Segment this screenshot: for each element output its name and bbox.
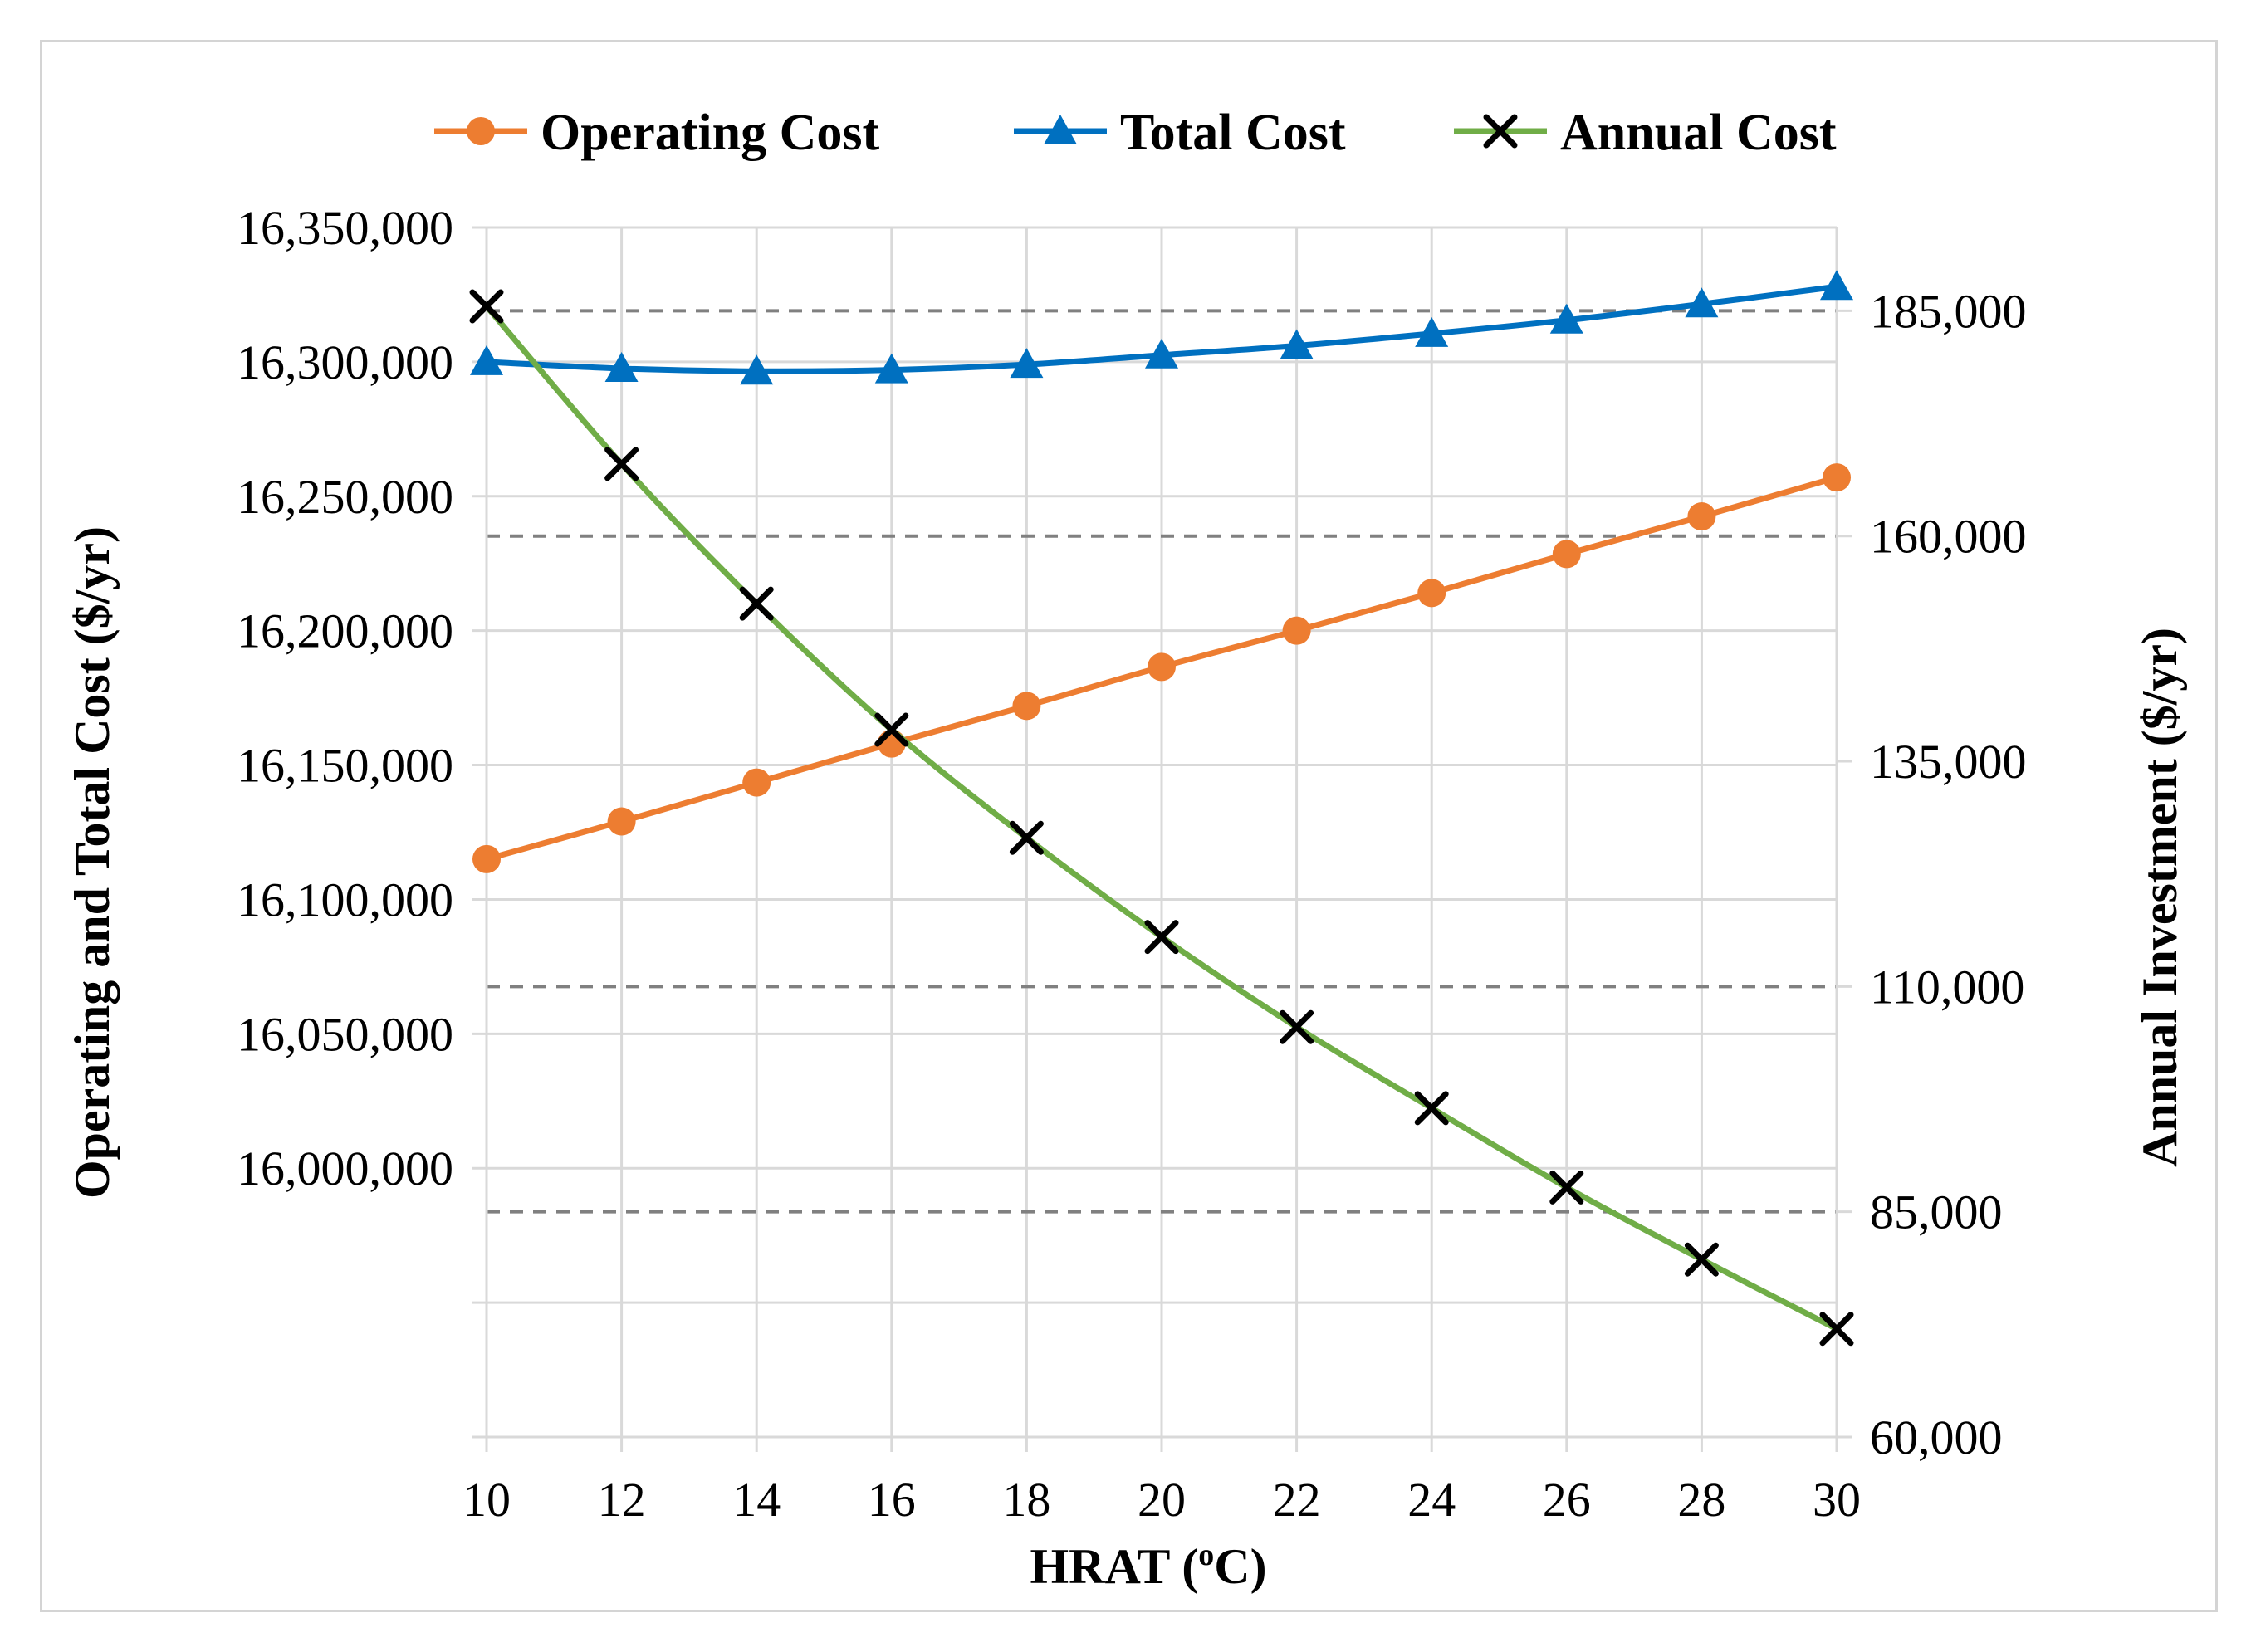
x-tick-label: 22	[1273, 1473, 1321, 1527]
y-left-tick-label: 16,100,000	[237, 872, 453, 926]
y-axis-right-title: Annual Investment ($/yr)	[2132, 628, 2187, 1167]
y-left-tick-label: 16,050,000	[237, 1007, 453, 1061]
y-left-tick-label: 16,150,000	[237, 739, 453, 793]
legend-item-operating-cost: Operating Cost	[434, 105, 880, 161]
annual-cost-point	[1009, 820, 1044, 855]
annual-cost-point	[1414, 1091, 1449, 1126]
annual-cost-point-stroke	[739, 586, 774, 621]
annual-cost-point-stroke	[1144, 920, 1179, 955]
operating-cost-point	[1012, 692, 1041, 721]
legend-marker-annual-cost	[1483, 114, 1518, 149]
total-cost-point	[1415, 316, 1449, 347]
annual-cost-line	[484, 304, 1838, 1332]
annual-cost-point-stroke	[1009, 820, 1044, 855]
annual-cost-point	[1549, 1170, 1584, 1205]
operating-cost-point	[607, 807, 636, 836]
y-axis-left-title: Operating and Total Cost ($/yr)	[65, 526, 120, 1199]
annual-cost-point-stroke	[874, 712, 909, 747]
annual-cost-point	[1684, 1242, 1719, 1277]
annual-cost-point-stroke	[469, 289, 504, 324]
operating-cost-point	[1823, 463, 1851, 492]
chart-frame: 10 12 14 16 18 20 22 24 26 28 30 16,000,000 16,050,0…	[40, 40, 2218, 1612]
annual-cost-point-stroke	[1684, 1242, 1719, 1277]
total-cost-point	[1685, 287, 1719, 318]
ticks-layer: 10 12 14 16 18 20 22 24 26 28 30 16,000,000 16,050,0…	[237, 201, 2027, 1527]
x-axis-title-sup: o	[1198, 1537, 1214, 1572]
annual-cost-point	[874, 712, 909, 747]
y-right-tick-label: 85,000	[1870, 1185, 2003, 1239]
legend-label-total-cost: Total Cost	[1120, 105, 1346, 161]
y-left-tick-label: 16,200,000	[237, 604, 453, 658]
annual-cost-point	[1144, 920, 1179, 955]
y-right-tick-label: 160,000	[1870, 510, 2027, 564]
legend-marker-annual-cost-stroke	[1483, 114, 1518, 149]
x-axis-title: HRAT (oC)	[1030, 1537, 1266, 1594]
annual-cost-point	[1819, 1312, 1854, 1347]
operating-cost-point	[1282, 616, 1311, 645]
axes-layer	[472, 226, 1852, 1452]
x-tick-label: 20	[1138, 1473, 1186, 1527]
total-cost-point	[1010, 348, 1044, 379]
x-tick-label: 30	[1813, 1473, 1861, 1527]
operating-cost-point	[1687, 502, 1716, 531]
legend-label-operating-cost: Operating Cost	[541, 105, 880, 161]
legend-item-annual-cost: Annual Cost	[1454, 105, 1837, 161]
x-tick-label: 18	[1002, 1473, 1050, 1527]
x-tick-label: 28	[1677, 1473, 1725, 1527]
legend-label-annual-cost: Annual Cost	[1560, 105, 1837, 161]
y-right-tick-label: 135,000	[1870, 735, 2027, 789]
legend-item-total-cost: Total Cost	[1014, 105, 1346, 161]
legend: Operating Cost Total Cost Annual Cost	[434, 105, 1837, 161]
annual-cost-point-stroke	[1549, 1170, 1584, 1205]
y-left-tick-label: 16,350,000	[237, 201, 453, 255]
grid-layer	[487, 226, 1838, 1439]
operating-cost-point	[1552, 540, 1581, 569]
total-cost-point	[1820, 270, 1853, 301]
operating-cost-point	[1148, 652, 1176, 682]
x-tick-label: 24	[1407, 1473, 1456, 1527]
total-cost-point	[1549, 303, 1583, 334]
total-cost-point	[1145, 338, 1178, 369]
x-axis-title-tail: C)	[1214, 1539, 1266, 1594]
x-tick-label: 14	[732, 1473, 781, 1527]
x-axis-title-main: HRAT (	[1030, 1539, 1198, 1594]
total-cost-point	[1280, 329, 1314, 359]
y-right-tick-label: 110,000	[1870, 960, 2024, 1014]
operating-cost-point	[472, 844, 501, 873]
x-tick-label: 16	[868, 1473, 916, 1527]
annual-cost-point-stroke	[1280, 1009, 1314, 1044]
legend-marker-total-cost	[1044, 115, 1077, 144]
legend-marker-operating-cost	[467, 117, 495, 145]
x-tick-label: 26	[1543, 1473, 1591, 1527]
annual-cost-point	[604, 447, 639, 481]
y-right-tick-label: 185,000	[1870, 284, 2027, 338]
series-layer	[469, 270, 1854, 1347]
annual-cost-point	[1280, 1009, 1314, 1044]
operating-cost-point	[1417, 579, 1446, 608]
y-left-tick-label: 16,000,000	[237, 1141, 453, 1195]
y-right-tick-label: 60,000	[1870, 1410, 2003, 1464]
total-cost-point	[740, 354, 774, 385]
total-cost-point	[604, 351, 639, 382]
annual-cost-point-stroke	[1414, 1091, 1449, 1126]
annual-cost-point	[469, 289, 504, 324]
total-cost-point	[470, 345, 503, 375]
annual-cost-point	[739, 586, 774, 621]
total-cost-point	[874, 353, 908, 384]
y-left-tick-label: 16,300,000	[237, 335, 453, 389]
annual-cost-point-stroke	[1819, 1312, 1854, 1347]
x-tick-label: 10	[462, 1473, 511, 1527]
operating-cost-point	[742, 768, 771, 797]
x-tick-label: 12	[598, 1473, 646, 1527]
y-left-tick-label: 16,250,000	[237, 470, 453, 524]
annual-cost-point-stroke	[604, 447, 639, 481]
chart-svg: 10 12 14 16 18 20 22 24 26 28 30 16,000,000 16,050,0…	[65, 105, 2187, 1594]
